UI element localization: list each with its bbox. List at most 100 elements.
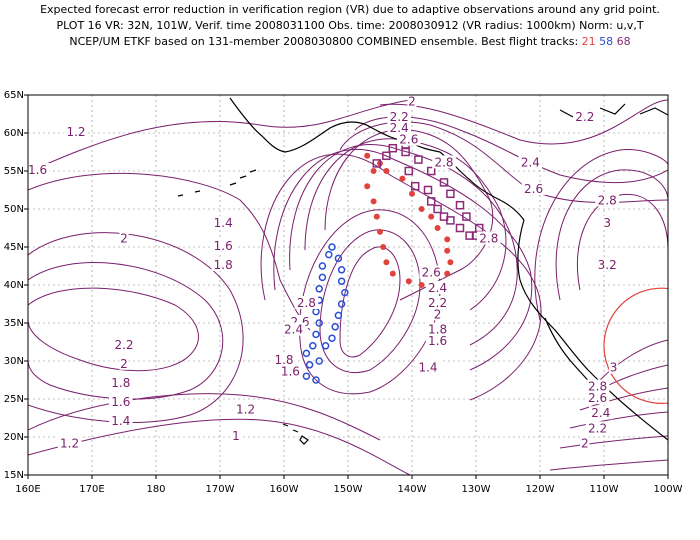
track-68-point [382, 151, 391, 161]
contour-label: 2.8 [432, 155, 456, 169]
contour-label: 2.4 [589, 406, 613, 420]
contour-label-bg [521, 182, 546, 195]
y-tick-label: 15N [4, 470, 24, 481]
contour-label-bg [419, 265, 443, 279]
contour-line [28, 99, 411, 173]
contour-label-bg [272, 353, 296, 366]
x-tick-label: 150W [334, 484, 363, 495]
contour-label-bg [595, 258, 619, 271]
track-21-label: 21 [581, 35, 596, 48]
contour-label: 1.4 [211, 216, 235, 230]
contour-line [339, 246, 401, 358]
y-tick-label: 30N [4, 356, 24, 367]
contour-label-text: 2.4 [521, 155, 540, 169]
contour-label-text: 1.4 [111, 414, 130, 428]
track-68-point [388, 143, 398, 153]
axis-labels: 160E 170E 180 170W 160W 150W 140W 130W 120W 110W 1… [4, 90, 683, 495]
contour-line [260, 153, 542, 401]
contour-label-text: 1.6 [111, 395, 130, 409]
contour-label-bg [432, 155, 456, 169]
track-68-point [404, 166, 414, 176]
track-58-point [325, 250, 333, 259]
contour-label-bg [609, 360, 619, 374]
contour-label-bg [589, 406, 613, 420]
contour-label-bg [211, 239, 235, 252]
y-tick-label: 25N [4, 394, 24, 405]
contour-label-bg [211, 258, 235, 271]
contour-label-bg [425, 322, 450, 336]
contour-label-text: 1.4 [214, 216, 233, 230]
x-tick-label: 160E [15, 484, 40, 495]
contour-label-bg [518, 155, 543, 169]
track-58-point [341, 288, 349, 297]
contour-label-text: 2.2 [575, 110, 594, 124]
contour-label-bg [294, 296, 319, 309]
y-tick-label: 40N [4, 280, 24, 291]
track-58-point [309, 342, 317, 350]
contour-label: 1.8 [109, 375, 133, 390]
contour-label: 2.8 [477, 231, 501, 245]
contour-line [559, 435, 668, 449]
track-58-point [337, 277, 346, 285]
track-21-point [409, 190, 415, 197]
y-tick-label: 35N [4, 318, 24, 329]
x-tick-label: 180 [146, 484, 165, 495]
contour-label-bg [119, 356, 129, 370]
contour-label: 2.2 [112, 337, 136, 352]
contour-line [304, 138, 507, 311]
contour-label-text: 1.6 [28, 163, 47, 177]
contour-label-bg [211, 216, 235, 230]
contour-label-text: 1.8 [274, 353, 293, 367]
contour-label-bg [425, 334, 450, 347]
track-58-point [312, 376, 320, 384]
contour-label-bg [397, 132, 421, 146]
track-21-point [447, 259, 454, 266]
track-68-point [423, 185, 433, 195]
track-68-point [426, 166, 436, 176]
track-58-point [312, 330, 320, 339]
contour-label-text: 2.4 [390, 121, 409, 135]
y-tick-label: 55N [4, 166, 24, 177]
y-tick-label: 60N [4, 128, 24, 139]
contour-label-bg [573, 109, 597, 123]
contour-label-bg [278, 364, 303, 378]
track-68-point [426, 197, 436, 206]
contour-label-text: 3 [603, 216, 611, 230]
contour-line [28, 418, 411, 475]
contour-label: 1 [231, 429, 241, 443]
x-tick-label: 100W [654, 484, 683, 495]
contour-label-text: 2 [120, 357, 128, 371]
contour-label-bg [233, 402, 258, 416]
contour-label: 1.6 [425, 334, 450, 348]
contour-label: 2 [580, 436, 590, 451]
contour-label: 1.8 [272, 353, 296, 367]
contour-line [599, 339, 668, 381]
contour-label-text: 1.8 [428, 323, 447, 337]
us-west-coast [517, 219, 668, 441]
track-21-point [418, 206, 425, 212]
track-68-point [439, 178, 449, 187]
contour-label: 1.2 [64, 125, 88, 139]
contour-label-text: 2.6 [422, 266, 441, 280]
x-tick-label: 110W [590, 484, 619, 495]
track-58-point [328, 243, 336, 251]
grid-lines [28, 95, 668, 475]
contour-label-bg [109, 375, 133, 389]
contour-label-bg [425, 296, 450, 309]
contour-label-text: 2.4 [284, 323, 303, 337]
contour-label: 2.6 [397, 132, 421, 147]
track-21-point [383, 259, 390, 266]
track-21-point [405, 278, 412, 285]
contour-label-text: 2.8 [588, 380, 607, 394]
contour-label-bg [585, 391, 610, 404]
verification-region-circle [603, 287, 668, 404]
contour-line [569, 411, 668, 429]
contour-label-text: 2.6 [399, 133, 418, 147]
track-21-point [364, 152, 371, 159]
track-21-point [444, 247, 451, 254]
track-68-point [414, 155, 423, 164]
contour-line [324, 129, 494, 301]
contour-line [379, 99, 668, 145]
contour-label-text: 3.2 [598, 258, 617, 272]
